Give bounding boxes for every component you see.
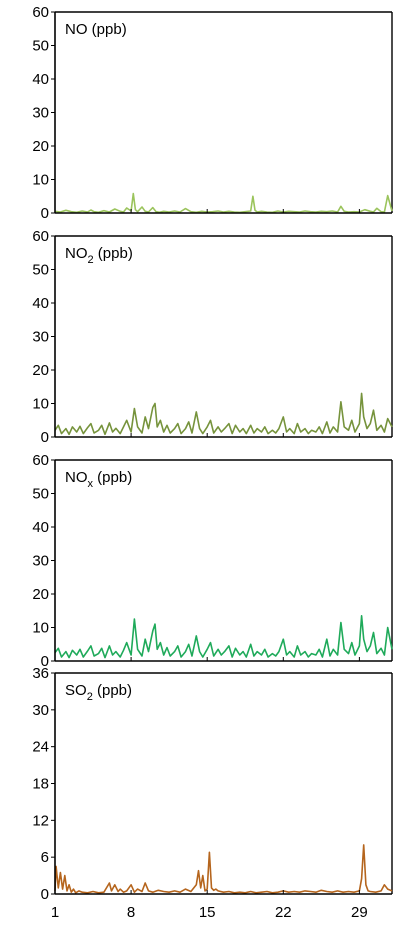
panel-2: 0 10 20 30 40 50 60 NO2 (ppb) [32, 228, 393, 446]
series-line-1 [54, 192, 393, 214]
y-tick-label: 10 [32, 172, 49, 189]
panel-title-subscript: 2 [87, 691, 93, 703]
y-tick-label: 50 [32, 262, 49, 279]
y-tick-label: 0 [41, 886, 49, 903]
x-tick-label: 15 [199, 904, 216, 921]
panel-title-unit: (ppb) [94, 245, 133, 262]
panel-title: NOx (ppb) [65, 469, 132, 490]
y-tick-label: 50 [32, 38, 49, 55]
y-tick-label: 60 [32, 228, 49, 245]
panel-title-unit: (ppb) [93, 682, 132, 699]
y-tick-label: 60 [32, 4, 49, 21]
y-tick-label: 20 [32, 586, 49, 603]
y-tick-label: 40 [32, 519, 49, 536]
y-tick-label: 0 [41, 205, 49, 222]
panel-title-main: SO [65, 682, 87, 699]
y-tick-label: 36 [32, 665, 49, 682]
x-tick-label: 29 [351, 904, 368, 921]
x-tick-label: 1 [51, 904, 59, 921]
panel-title-main: NO [65, 21, 88, 38]
y-tick-label: 0 [41, 653, 49, 670]
y-tick-label: 20 [32, 362, 49, 379]
series-line-1 [54, 615, 393, 659]
panel-1: 0 10 20 30 40 50 60 NO (ppb) [32, 4, 393, 222]
x-tick-label: 22 [275, 904, 292, 921]
panel-title: NO (ppb) [65, 21, 127, 38]
y-tick-label: 50 [32, 486, 49, 503]
y-tick-label: 30 [32, 105, 49, 122]
y-tick-label: 30 [32, 553, 49, 570]
y-tick-label: 24 [32, 739, 49, 756]
y-tick-label: 10 [32, 620, 49, 637]
panel-title-main: NO [65, 469, 88, 486]
panel-title-subscript: x [88, 478, 94, 490]
series-line-1 [54, 844, 393, 894]
panel-title: SO2 (ppb) [65, 682, 132, 703]
panel-title-subscript: 2 [88, 254, 94, 266]
panel-title: NO2 (ppb) [65, 245, 133, 266]
y-tick-label: 30 [32, 702, 49, 719]
y-tick-label: 10 [32, 396, 49, 413]
panel-3: 0 10 20 30 40 50 60 NOx (ppb) [32, 452, 393, 670]
y-tick-label: 40 [32, 295, 49, 312]
x-tick-label: 8 [127, 904, 135, 921]
panel-title-main: NO [65, 245, 88, 262]
y-tick-label: 60 [32, 452, 49, 469]
y-tick-label: 12 [32, 812, 49, 829]
y-tick-label: 18 [32, 776, 49, 793]
y-tick-label: 20 [32, 138, 49, 155]
panel-title-unit: (ppb) [88, 21, 127, 38]
y-tick-label: 30 [32, 329, 49, 346]
series-line-1 [54, 392, 393, 436]
y-tick-label: 0 [41, 429, 49, 446]
panel-title-unit: (ppb) [93, 469, 132, 486]
y-tick-label: 40 [32, 71, 49, 88]
y-tick-label: 6 [41, 849, 49, 866]
